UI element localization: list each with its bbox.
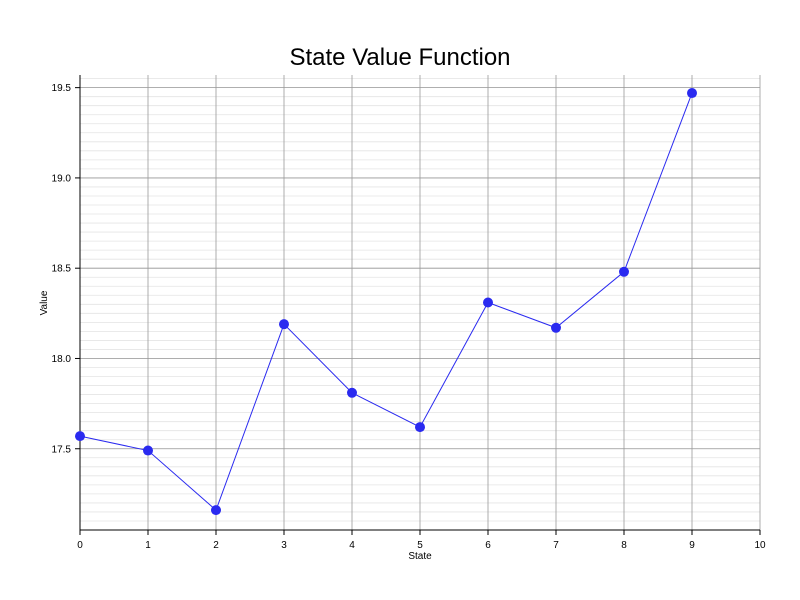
data-point (415, 422, 425, 433)
data-point (279, 319, 289, 330)
x-tick-label: 6 (485, 540, 491, 551)
chart-title: State Value Function (289, 44, 510, 71)
y-axis-label: Value (39, 290, 50, 315)
x-tick-label: 0 (77, 540, 83, 551)
data-point (347, 387, 357, 398)
data-point (75, 431, 85, 442)
x-tick-label: 4 (349, 540, 355, 551)
data-point (211, 505, 221, 516)
y-tick-label: 19.5 (52, 83, 72, 94)
data-point (687, 88, 697, 99)
x-tick-label: 7 (553, 540, 559, 551)
x-axis-label: State (408, 551, 432, 562)
x-tick-label: 8 (621, 540, 627, 551)
data-point (143, 445, 153, 456)
data-point (619, 266, 629, 277)
x-tick-label: 9 (689, 540, 695, 551)
y-axis-ticks: 17.5 18.0 18.5 19.0 19.5 (52, 83, 80, 455)
x-tick-label: 10 (754, 540, 766, 551)
x-tick-label: 2 (213, 540, 219, 551)
y-tick-label: 18.0 (52, 354, 72, 365)
y-tick-label: 19.0 (52, 173, 72, 184)
data-point (483, 297, 493, 308)
series-group (75, 88, 697, 516)
y-tick-label: 18.5 (52, 264, 72, 275)
x-tick-label: 3 (281, 540, 287, 551)
x-tick-label: 1 (145, 540, 151, 551)
x-tick-label: 5 (417, 540, 423, 551)
x-axis-ticks: 0 1 2 3 4 5 6 7 8 9 10 (77, 530, 766, 551)
data-point (551, 322, 561, 333)
major-gridlines (79, 75, 761, 530)
y-tick-label: 17.5 (52, 444, 72, 455)
series-line (79, 92, 693, 511)
